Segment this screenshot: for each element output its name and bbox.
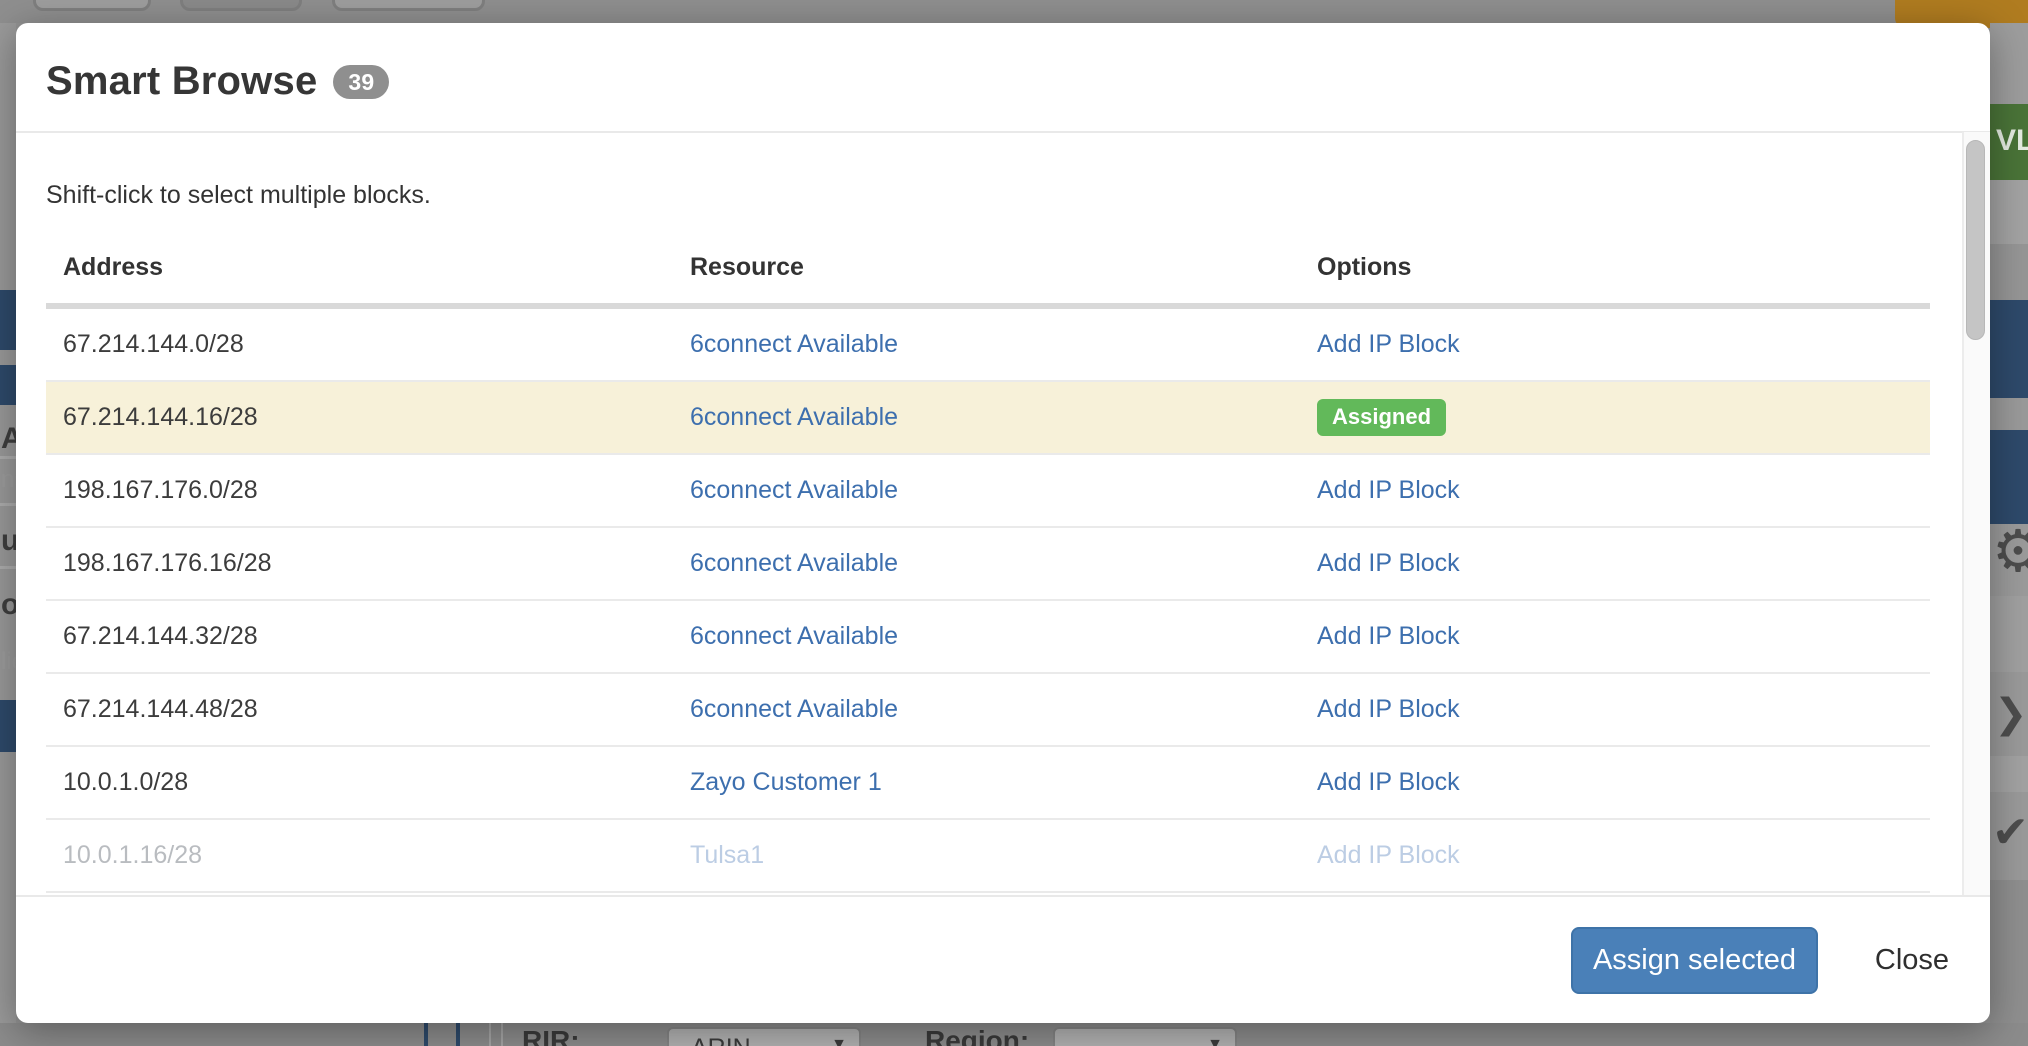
add-ip-block-link[interactable]: Add IP Block xyxy=(1317,476,1460,504)
background-band xyxy=(1990,672,2028,756)
table-row[interactable]: 10.0.1.0/28 Zayo Customer 1 Add IP Block xyxy=(46,747,1930,820)
overlay-left-strip: A ns u o lic xyxy=(0,23,16,1046)
check-icon: ✔ xyxy=(1992,808,2028,857)
option-cell: Add IP Block xyxy=(1317,476,1460,505)
rir-label: RIR: xyxy=(522,1025,580,1046)
background-band xyxy=(1990,244,2028,300)
resource-link[interactable]: 6connect Available xyxy=(690,330,899,358)
divider xyxy=(0,456,16,459)
resource-link[interactable]: 6connect Available xyxy=(690,549,899,577)
background-text-fragment: u xyxy=(1,524,16,557)
modal-title-text: Smart Browse xyxy=(46,59,318,103)
region-label: Region: xyxy=(925,1025,1030,1046)
address-cell: 67.214.144.48/28 xyxy=(63,695,258,723)
add-ip-block-link[interactable]: Add IP Block xyxy=(1317,695,1460,723)
divider xyxy=(0,503,16,506)
background-navy-bar xyxy=(0,290,16,350)
resource-link[interactable]: 6connect Available xyxy=(690,403,899,431)
address-cell: 67.214.144.0/28 xyxy=(63,330,244,358)
option-cell: Add IP Block xyxy=(1317,330,1460,359)
background-text-fragment: lic xyxy=(1,648,16,675)
instruction-text: Shift-click to select multiple blocks. xyxy=(46,181,431,209)
resource-link[interactable]: Tulsa1 xyxy=(690,841,765,869)
resource-link[interactable]: 6connect Available xyxy=(690,622,899,650)
resource-link[interactable]: Zayo Customer 1 xyxy=(690,768,882,796)
divider xyxy=(0,566,16,569)
background-band xyxy=(1990,524,2028,596)
gear-icon: ⚙ xyxy=(1992,519,2028,584)
smart-browse-modal: Smart Browse 39 Shift-click to select mul… xyxy=(16,23,1990,1023)
background-table-border xyxy=(456,1023,460,1046)
overlay-top-strip xyxy=(0,0,2028,23)
resource-link[interactable]: 6connect Available xyxy=(690,476,899,504)
background-band xyxy=(1990,398,2028,430)
region-select: ▼ xyxy=(1053,1027,1237,1046)
assign-selected-button[interactable]: Assign selected xyxy=(1571,927,1818,994)
add-ip-block-link[interactable]: Add IP Block xyxy=(1317,768,1460,796)
result-count-badge: 39 xyxy=(333,65,390,99)
background-navy-bar xyxy=(0,365,16,405)
scrollbar-thumb[interactable] xyxy=(1966,140,1985,340)
table-row[interactable]: 67.214.144.0/28 6connect Available Add I… xyxy=(46,309,1930,382)
table-row[interactable]: 67.214.144.48/28 6connect Available Add … xyxy=(46,674,1930,747)
option-cell: Add IP Block xyxy=(1317,768,1460,797)
table-row[interactable]: 67.214.144.32/28 6connect Available Add … xyxy=(46,601,1930,674)
add-ip-block-link[interactable]: Add IP Block xyxy=(1317,549,1460,577)
option-cell: Assigned xyxy=(1317,399,1447,436)
table-row[interactable]: 10.0.1.16/28 Tulsa1 Add IP Block xyxy=(46,820,1930,893)
background-button xyxy=(33,0,151,11)
table-row[interactable]: 67.214.144.16/28 6connect Available Assi… xyxy=(46,382,1930,455)
background-text-fragment: ns xyxy=(1,466,16,493)
add-ip-block-link[interactable]: Add IP Block xyxy=(1317,622,1460,650)
address-cell: 198.167.176.16/28 xyxy=(63,549,272,577)
block-table-body: 67.214.144.0/28 6connect Available Add I… xyxy=(46,309,1930,895)
background-table-border xyxy=(489,1023,491,1046)
option-cell: Add IP Block xyxy=(1317,622,1460,651)
rir-select: ARIN ▼ xyxy=(667,1027,861,1046)
modal-title: Smart Browse 39 xyxy=(46,59,390,104)
overlay-bottom-strip: RIR: ARIN ▼ Region: ▼ xyxy=(0,1023,2028,1046)
column-header-resource: Resource xyxy=(690,253,804,281)
rir-select-value: ARIN xyxy=(691,1034,751,1046)
table-row[interactable]: 198.167.176.0/28 6connect Available Add … xyxy=(46,455,1930,528)
background-navy-bar xyxy=(1990,430,2028,524)
background-navy-bar xyxy=(0,700,16,752)
address-cell: 67.214.144.16/28 xyxy=(63,403,258,431)
chevron-right-icon: ❯ xyxy=(1994,692,2028,736)
table-header-divider xyxy=(46,303,1930,309)
overlay-right-strip: VL ⚙ ❯ ✔ xyxy=(1990,23,2028,1046)
option-cell: Add IP Block xyxy=(1317,695,1460,724)
background-table-border xyxy=(501,1023,503,1046)
column-header-options: Options xyxy=(1317,253,1412,281)
background-button xyxy=(332,0,485,11)
caret-down-icon: ▼ xyxy=(1207,1036,1223,1046)
option-cell: Add IP Block xyxy=(1317,549,1460,578)
table-row[interactable]: 198.167.176.16/28 6connect Available Add… xyxy=(46,528,1930,601)
caret-down-icon: ▼ xyxy=(831,1036,847,1046)
background-band xyxy=(1990,596,2028,672)
vlan-button: VL xyxy=(1990,104,2028,180)
background-band xyxy=(1990,880,2028,1046)
address-cell: 10.0.1.0/28 xyxy=(63,768,189,796)
column-header-address: Address xyxy=(63,253,164,281)
add-ip-block-link[interactable]: Add IP Block xyxy=(1317,841,1460,869)
address-cell: 67.214.144.32/28 xyxy=(63,622,258,650)
option-cell: Add IP Block xyxy=(1317,841,1460,870)
address-cell: 198.167.176.0/28 xyxy=(63,476,258,504)
divider xyxy=(16,131,1990,133)
background-text-fragment: o xyxy=(1,588,16,621)
address-cell: 10.0.1.16/28 xyxy=(63,841,203,869)
background-button-active xyxy=(180,0,302,11)
resource-link[interactable]: 6connect Available xyxy=(690,695,899,723)
background-band xyxy=(1990,792,2028,880)
background-band xyxy=(1990,180,2028,244)
background-band xyxy=(1990,756,2028,792)
background-navy-bar xyxy=(1990,300,2028,398)
add-ip-block-link[interactable]: Add IP Block xyxy=(1317,330,1460,358)
assigned-status-badge: Assigned xyxy=(1317,399,1447,436)
background-text-fragment: A xyxy=(1,422,16,455)
divider xyxy=(16,895,1990,897)
background-table-border xyxy=(424,1023,428,1046)
close-button[interactable]: Close xyxy=(1842,927,1982,994)
